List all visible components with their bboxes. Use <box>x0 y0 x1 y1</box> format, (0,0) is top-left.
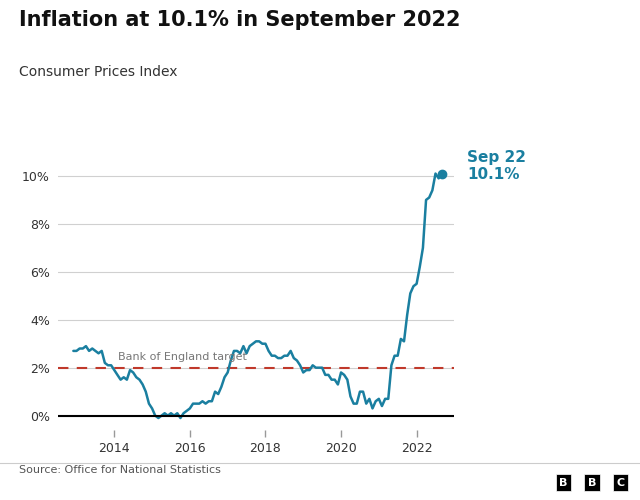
Text: C: C <box>617 478 625 488</box>
Text: Sep 22
10.1%: Sep 22 10.1% <box>467 150 526 182</box>
Text: Bank of England target: Bank of England target <box>118 352 247 362</box>
Text: Consumer Prices Index: Consumer Prices Index <box>19 65 178 79</box>
Text: B: B <box>559 478 568 488</box>
Text: Source: Office for National Statistics: Source: Office for National Statistics <box>19 465 221 475</box>
Text: Inflation at 10.1% in September 2022: Inflation at 10.1% in September 2022 <box>19 10 461 30</box>
Text: B: B <box>588 478 596 488</box>
